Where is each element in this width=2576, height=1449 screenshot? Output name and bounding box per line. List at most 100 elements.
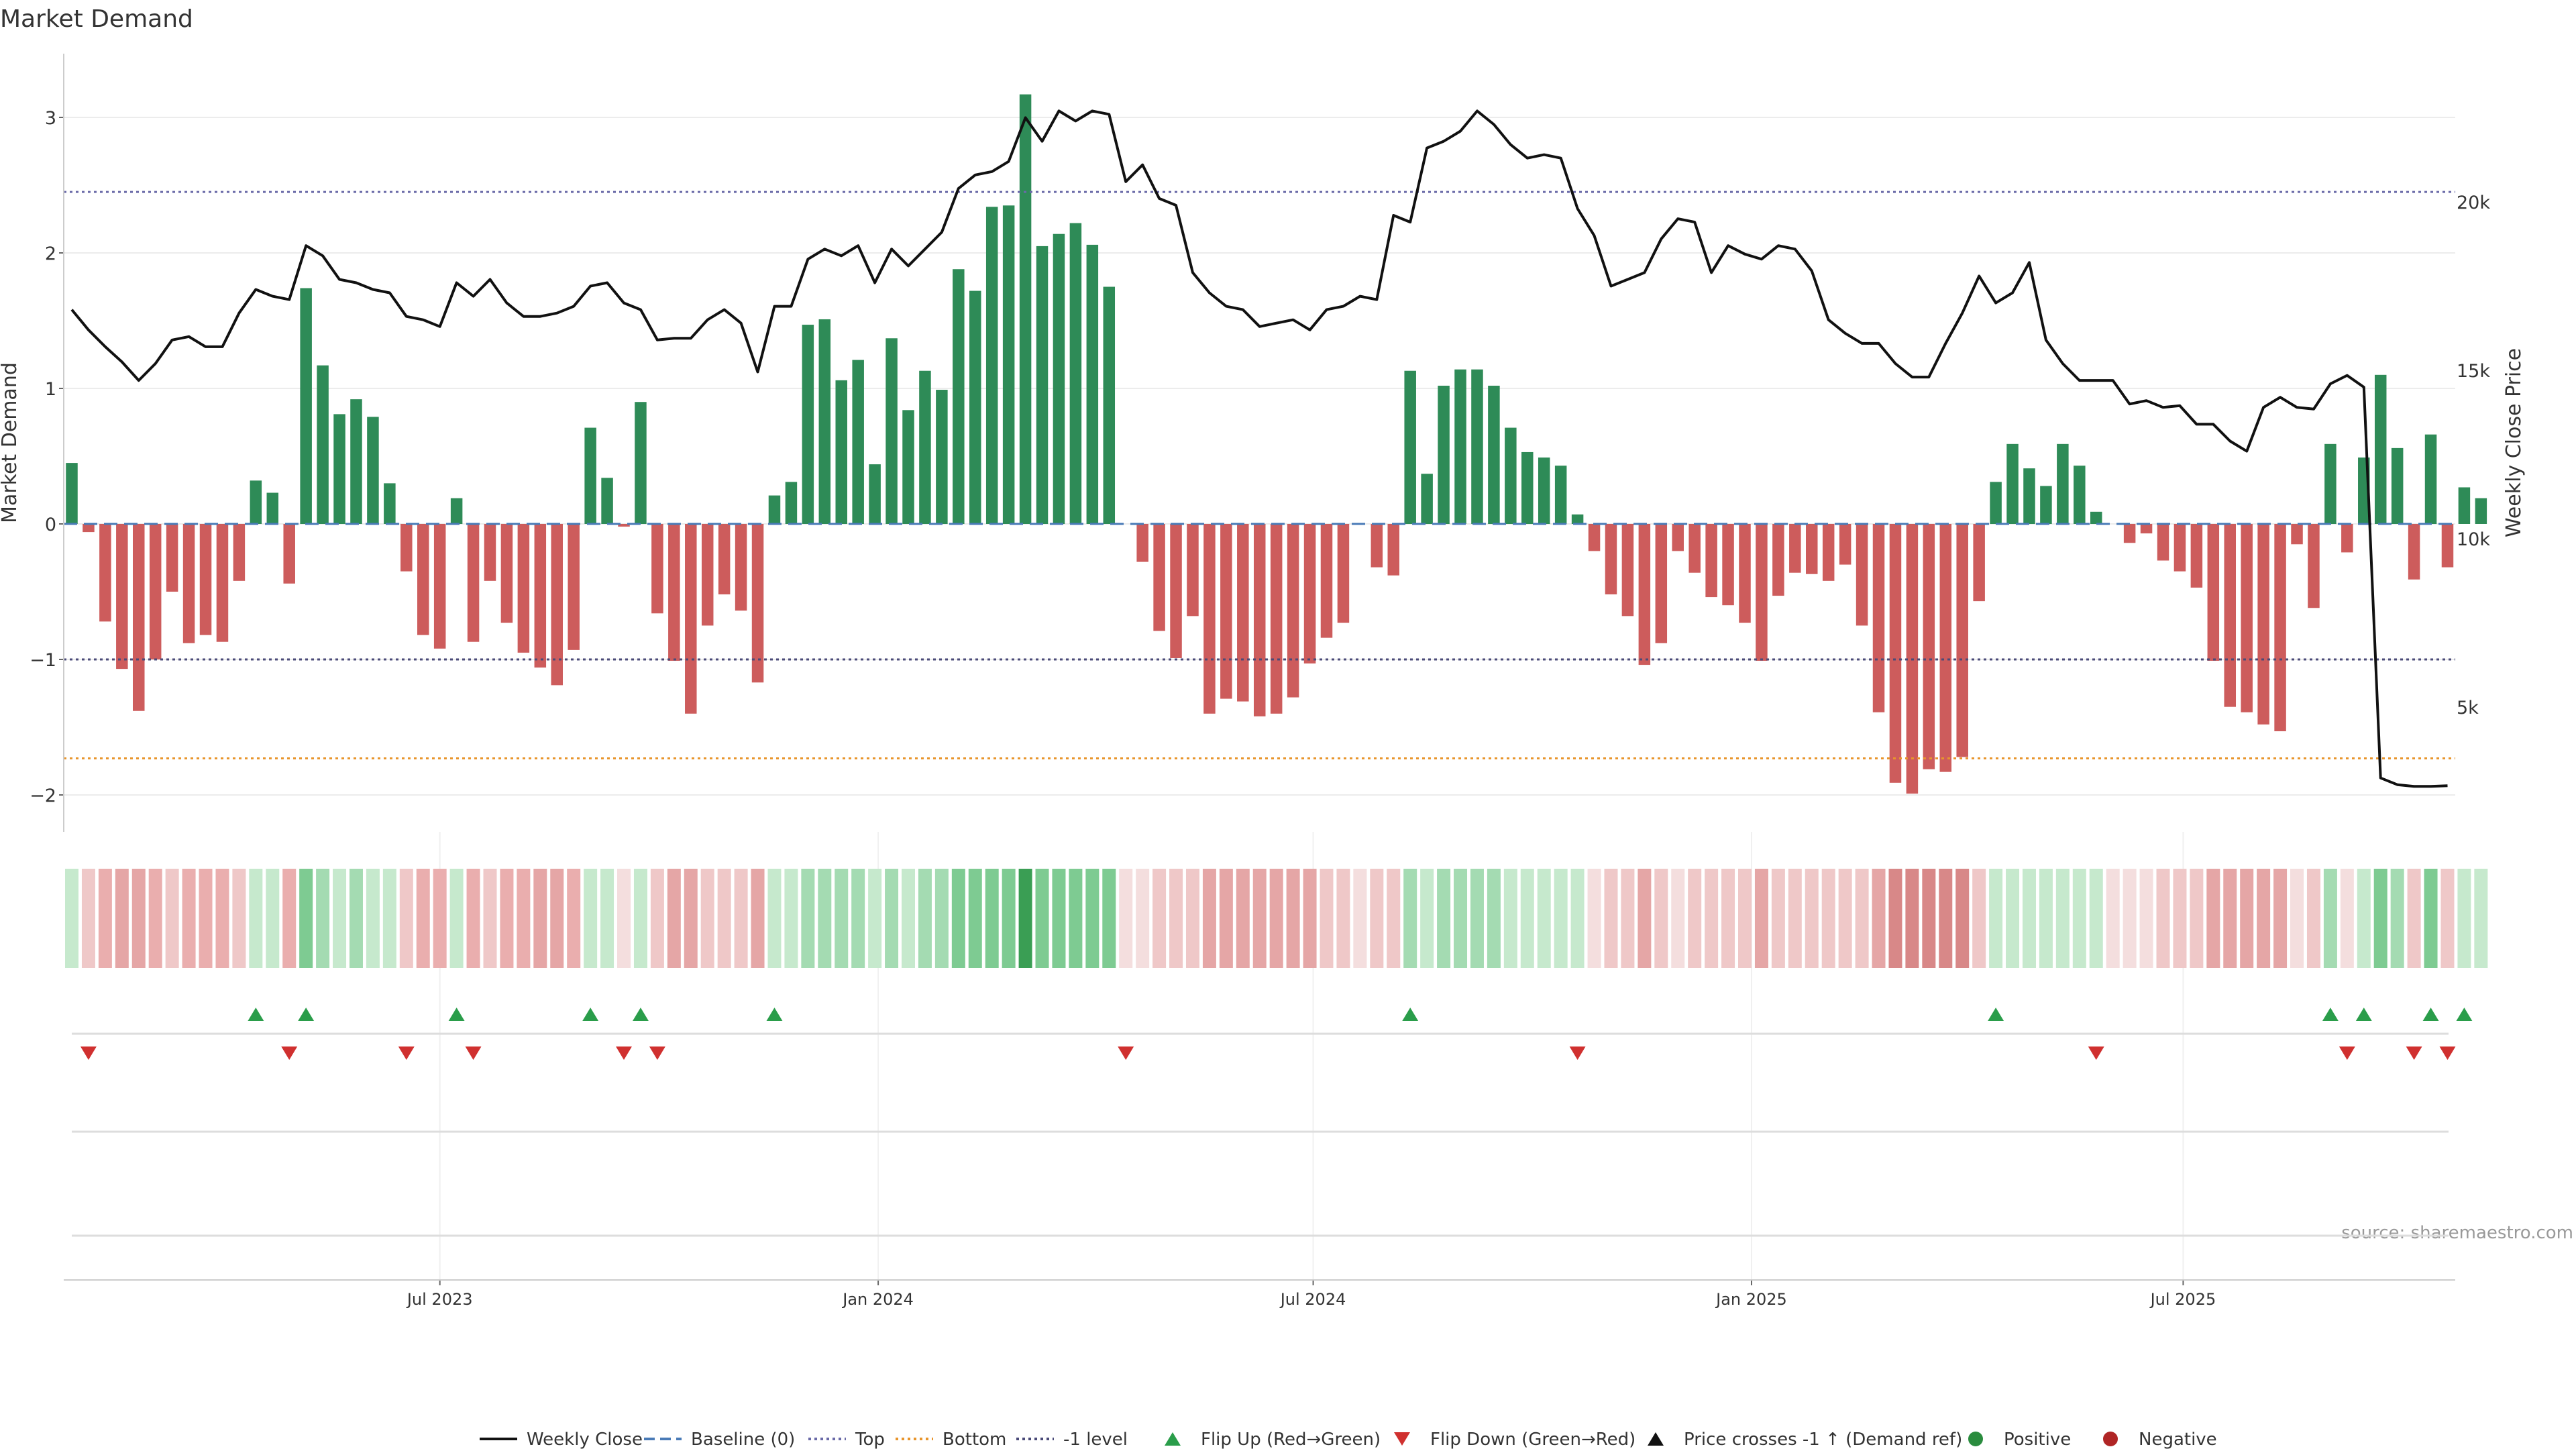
demand-bar [500, 524, 513, 623]
demand-bar [1554, 466, 1567, 524]
demand-bar [1638, 524, 1651, 665]
heat-cell [2206, 869, 2220, 968]
legend-swatch-circle [1968, 1432, 1983, 1446]
heat-cell [1236, 869, 1250, 968]
heat-cell [851, 869, 865, 968]
heat-cell [2022, 869, 2036, 968]
demand-bar [1621, 524, 1634, 616]
demand-bar [2458, 487, 2471, 524]
demand-bar [802, 325, 814, 524]
heat-cell [500, 869, 514, 968]
demand-bar [367, 417, 379, 524]
heat-cell [266, 869, 280, 968]
heat-cell [1420, 869, 1434, 968]
y-tick-label: 0 [45, 515, 56, 535]
demand-bar [2224, 524, 2237, 707]
demand-bar [2174, 524, 2186, 572]
demand-bar [1756, 524, 1768, 661]
demand-bar [2123, 524, 2136, 543]
demand-bar [2391, 447, 2404, 524]
y2-tick-label: 5k [2457, 698, 2479, 718]
demand-bar [618, 524, 630, 527]
heat-cell [517, 869, 531, 968]
demand-bar [1002, 205, 1015, 524]
heat-cell [1185, 869, 1199, 968]
heat-cell [1554, 869, 1568, 968]
heat-cell [1805, 869, 1819, 968]
flip-down-marker [281, 1046, 298, 1060]
y-axis-label: Market Demand [0, 362, 21, 523]
legend-item: Positive [1968, 1430, 2071, 1449]
demand-bar [283, 524, 295, 584]
demand-bar [1136, 524, 1148, 562]
heat-cell [1688, 869, 1702, 968]
demand-bar [1203, 524, 1216, 714]
demand-bar [2140, 524, 2153, 534]
demand-bar [601, 478, 613, 524]
demand-bar [835, 380, 847, 524]
heat-cell [1085, 869, 1099, 968]
heat-cell [700, 869, 714, 968]
heat-cell [483, 869, 497, 968]
demand-bar [149, 524, 162, 659]
heat-cell [2474, 869, 2488, 968]
demand-bar [584, 427, 596, 524]
demand-bar [350, 399, 362, 524]
demand-bar [1270, 524, 1283, 714]
heat-cell [1136, 869, 1150, 968]
demand-bar [1923, 524, 1935, 769]
demand-bar [266, 492, 279, 524]
heat-cell [2223, 869, 2237, 968]
heat-cell [2006, 869, 2020, 968]
demand-bar [1053, 233, 1065, 524]
flip-up-marker [632, 1008, 649, 1021]
heat-cell [2139, 869, 2153, 968]
legend-label: Top [855, 1430, 885, 1449]
legend-label: Bottom [943, 1430, 1006, 1449]
heat-cell [835, 869, 849, 968]
demand-bar [484, 524, 496, 581]
heat-cell [399, 869, 413, 968]
heat-cell [918, 869, 932, 968]
x-tick-label: Jan 2025 [1715, 1290, 1787, 1309]
heat-cell [1454, 869, 1468, 968]
heat-cell [2257, 869, 2271, 968]
demand-bar [1722, 524, 1734, 606]
heat-cell [1286, 869, 1300, 968]
demand-bar [300, 288, 312, 524]
demand-bar [1939, 524, 1952, 772]
demand-bar [2090, 511, 2102, 524]
chart-legend: Weekly Close Baseline (0) Top Bottom -1 leve… [480, 1430, 2217, 1449]
heat-cell [232, 869, 246, 968]
heat-cell [2357, 869, 2371, 968]
demand-bar [1822, 524, 1835, 581]
demand-bar [182, 524, 195, 643]
heat-cell [1303, 869, 1317, 968]
heat-cell [1888, 869, 1902, 968]
flip-down-marker [2339, 1046, 2355, 1060]
heat-cell [1370, 869, 1384, 968]
demand-bar [433, 524, 446, 649]
flip-down-marker [1569, 1046, 1586, 1060]
demand-bar [1069, 223, 1082, 524]
demand-bar [1253, 524, 1266, 716]
demand-bar [1655, 524, 1668, 643]
heat-cell [2440, 869, 2455, 968]
heat-cell [249, 869, 263, 968]
demand-bar [969, 290, 981, 524]
demand-bar [1605, 524, 1617, 595]
heat-cell [1387, 869, 1401, 968]
demand-bar [1688, 524, 1701, 573]
heat-cell [2089, 869, 2103, 968]
demand-bar [936, 390, 948, 524]
demand-bar [2157, 524, 2169, 561]
demand-bar [99, 524, 111, 622]
y-tick-label: −2 [30, 786, 56, 806]
heat-cell [2240, 869, 2254, 968]
demand-bar [885, 338, 898, 524]
heat-cell [667, 869, 681, 968]
heat-cell [1252, 869, 1267, 968]
heat-cell [182, 869, 196, 968]
demand-bar [1287, 524, 1299, 698]
